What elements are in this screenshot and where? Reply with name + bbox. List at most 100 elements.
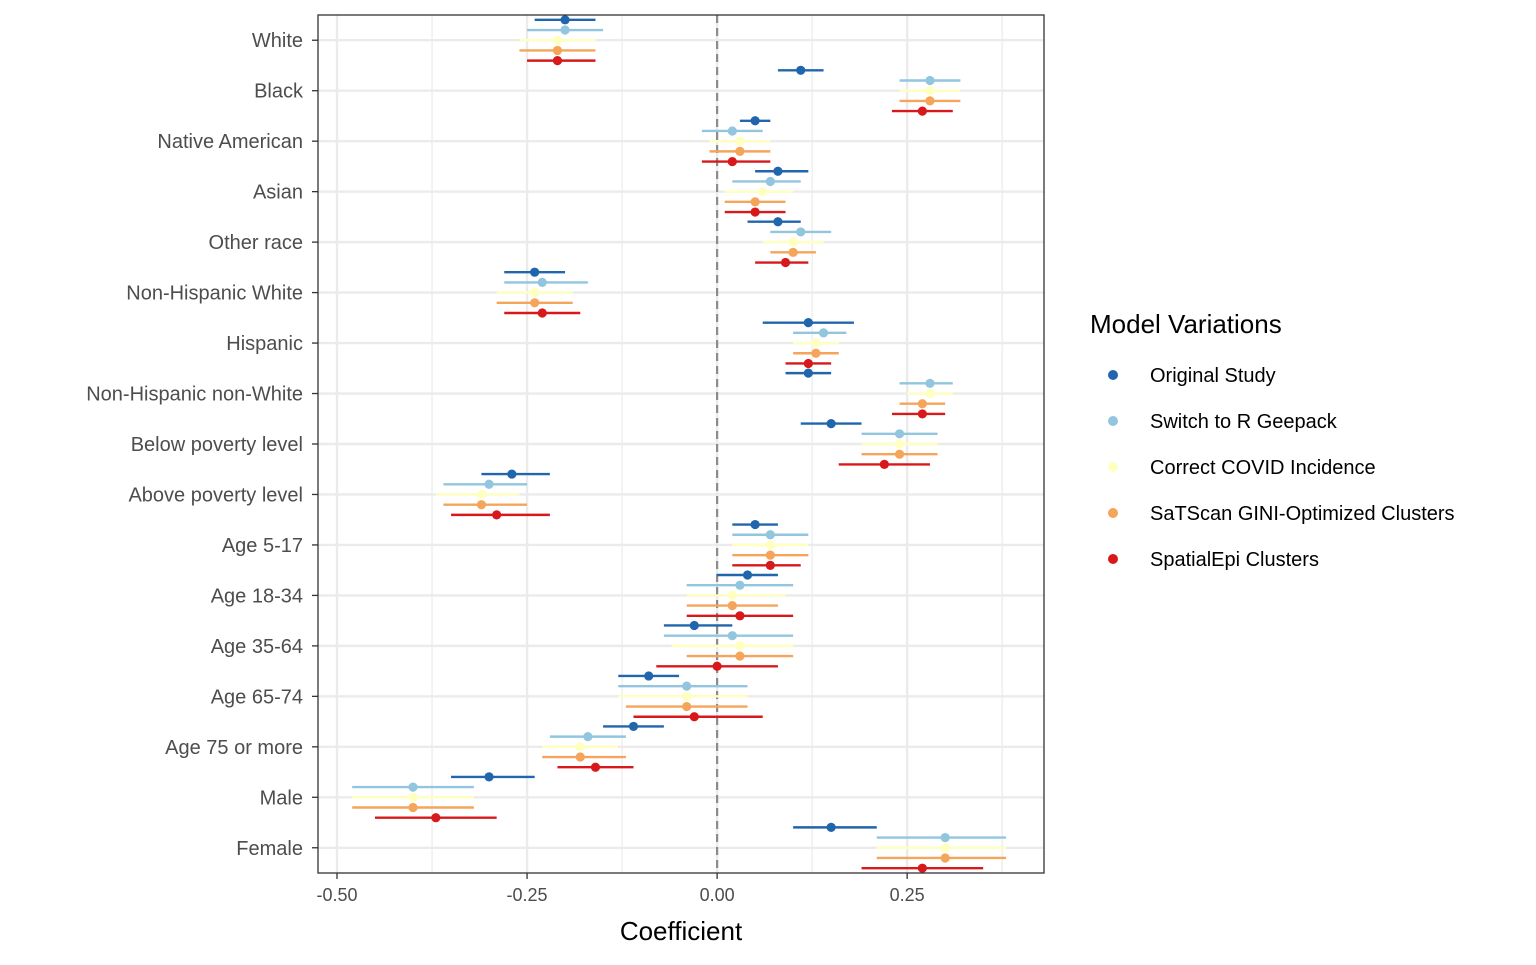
- legend-entry-label: SpatialEpi Clusters: [1150, 549, 1319, 571]
- point-estimate: [552, 45, 563, 56]
- point-estimate: [560, 15, 570, 25]
- point-estimate: [765, 550, 775, 560]
- point-estimate: [682, 681, 692, 691]
- point-estimate: [408, 782, 418, 792]
- x-axis-tick-label: 0.25: [890, 885, 925, 905]
- point-estimate: [879, 459, 889, 469]
- point-estimate: [803, 358, 813, 369]
- point-estimate: [750, 207, 760, 217]
- point-estimate: [742, 570, 753, 580]
- point-estimate: [811, 338, 821, 348]
- point-estimate: [492, 510, 502, 520]
- point-estimate: [788, 237, 798, 247]
- point-estimate: [727, 601, 737, 611]
- y-axis-tick-label: Female: [236, 838, 303, 860]
- point-estimate: [575, 742, 585, 752]
- point-estimate: [780, 257, 791, 268]
- point-estimate: [476, 489, 487, 500]
- y-axis-tick-label: Age 65-74: [211, 686, 303, 708]
- legend: Model Variations Original Study Switch to…: [1090, 309, 1455, 571]
- point-estimate: [682, 691, 692, 701]
- point-estimate: [735, 580, 745, 590]
- point-estimate: [773, 217, 783, 227]
- point-estimate: [727, 126, 737, 136]
- point-estimate: [507, 469, 517, 479]
- point-estimate: [796, 227, 806, 237]
- series-original-study: [451, 15, 877, 832]
- point-estimate: [925, 75, 935, 86]
- point-estimate: [727, 156, 737, 167]
- point-estimate: [826, 419, 836, 429]
- y-axis-tick-label: Age 35-64: [211, 636, 303, 658]
- point-estimate: [484, 479, 494, 489]
- point-estimate: [940, 843, 950, 853]
- y-axis-tick-label: Black: [254, 81, 304, 103]
- point-estimate: [735, 651, 745, 661]
- point-estimate: [925, 86, 935, 96]
- point-estimate: [537, 308, 547, 318]
- legend-key: [1108, 416, 1118, 426]
- point-estimate: [644, 671, 654, 681]
- point-estimate: [735, 641, 745, 651]
- point-estimate: [552, 35, 563, 45]
- point-estimate: [537, 277, 547, 287]
- point-estimate: [552, 56, 563, 66]
- point-estimate: [735, 136, 745, 146]
- y-axis-tick-label: Age 75 or more: [165, 737, 303, 759]
- legend-entry-label: Switch to R Geepack: [1150, 411, 1338, 433]
- point-estimate: [750, 116, 760, 126]
- point-estimate: [940, 853, 950, 863]
- point-estimate: [590, 762, 601, 772]
- axes: White Black Native American Asian Other race…: [86, 30, 924, 905]
- point-estimate: [894, 439, 905, 449]
- point-estimate: [925, 388, 935, 399]
- legend-entry-label: SaTScan GINI-Optimized Clusters: [1150, 503, 1455, 525]
- y-axis-tick-label: White: [252, 30, 303, 52]
- point-estimate: [803, 318, 813, 328]
- legend-entry-label: Original Study: [1150, 365, 1276, 387]
- series-switch-to-r-geepack: [352, 25, 1006, 843]
- series-correct-covid-incidence: [352, 35, 1006, 853]
- point-estimate: [917, 863, 927, 873]
- x-axis-tick-label: -0.50: [316, 885, 357, 905]
- data-marks: [352, 15, 1006, 873]
- point-estimate: [735, 611, 745, 621]
- legend-key: [1108, 554, 1118, 564]
- legend-title: Model Variations: [1090, 309, 1282, 339]
- point-estimate: [735, 146, 745, 156]
- point-estimate: [476, 500, 487, 510]
- point-estimate: [408, 802, 418, 813]
- point-estimate: [408, 792, 418, 802]
- legend-key: [1108, 508, 1118, 518]
- legend-key: [1108, 462, 1118, 472]
- point-estimate: [796, 65, 806, 75]
- point-estimate: [773, 166, 783, 176]
- y-axis-tick-label: Non-Hispanic White: [126, 283, 303, 305]
- point-estimate: [530, 287, 540, 298]
- point-estimate: [818, 328, 829, 338]
- point-estimate: [530, 267, 540, 277]
- series-satscan-gini-optimized-clusters: [352, 45, 1006, 863]
- point-estimate: [682, 701, 692, 712]
- point-estimate: [689, 712, 699, 722]
- y-axis-tick-label: Age 18-34: [211, 585, 303, 607]
- y-axis-tick-label: Male: [260, 787, 303, 809]
- series-spatialepi-clusters: [375, 56, 984, 873]
- point-estimate: [811, 348, 821, 358]
- point-estimate: [765, 540, 775, 550]
- y-axis-tick-label: Asian: [253, 182, 303, 204]
- y-axis-tick-label: Non-Hispanic non-White: [86, 384, 303, 406]
- point-estimate: [894, 429, 905, 439]
- point-estimate: [925, 96, 935, 106]
- point-estimate: [575, 752, 585, 762]
- point-estimate: [689, 620, 699, 631]
- point-estimate: [727, 590, 737, 601]
- point-estimate: [917, 106, 927, 116]
- y-axis-tick-label: Above poverty level: [128, 484, 303, 506]
- x-axis-tick-label: 0.00: [700, 885, 735, 905]
- point-estimate: [758, 187, 768, 197]
- point-estimate: [925, 378, 935, 388]
- point-estimate: [750, 519, 760, 530]
